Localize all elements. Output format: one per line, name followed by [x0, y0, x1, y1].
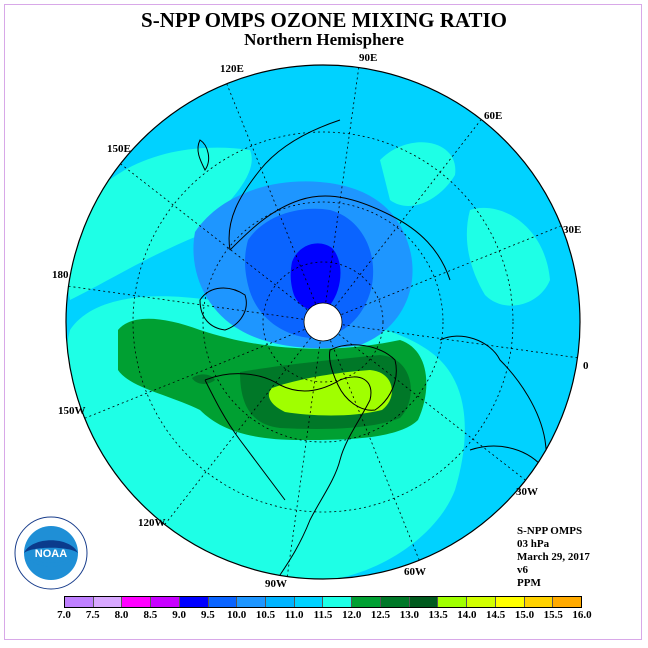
- contour-12.5: [268, 370, 392, 416]
- colorbar-swatch: [352, 597, 381, 607]
- info-instrument: S-NPP OMPS: [517, 525, 583, 537]
- lon-label-30e: 30E: [563, 224, 582, 236]
- noaa-logo: NOAA: [14, 516, 88, 590]
- colorbar-swatch: [438, 597, 468, 607]
- colorbar-swatch: [122, 597, 152, 607]
- map-boundary: [65, 64, 581, 580]
- lon-label-120e: 120E: [220, 63, 244, 75]
- noaa-logo-text: NOAA: [35, 548, 67, 560]
- contour-9.0: [290, 243, 341, 311]
- colorbar-swatch: [495, 597, 525, 607]
- graticule: [132, 131, 514, 513]
- lon-label-150e: 150E: [107, 143, 131, 155]
- colorbar-tick-label: 16.0: [572, 609, 592, 621]
- colorbar-swatch: [409, 597, 439, 607]
- lon-label-90e: 90E: [359, 52, 378, 64]
- lon-label-180: 180: [52, 269, 69, 281]
- lon-label-60w: 60W: [404, 566, 426, 578]
- info-block: S-NPP OMPS 03 hPa March 29, 2017 v6 PPM: [517, 525, 590, 590]
- lon-label-60e: 60E: [484, 110, 503, 122]
- page-frame: [4, 4, 642, 640]
- colorbar-swatch: [208, 597, 238, 607]
- colorbar-swatch: [294, 597, 324, 607]
- alaska-coast: [199, 287, 247, 331]
- japan-coast: [197, 139, 210, 171]
- colorbar-swatch: [553, 597, 581, 607]
- info-units: PPM: [517, 577, 541, 589]
- map-subtitle: Northern Hemisphere: [244, 30, 404, 49]
- colorbar-tick-label: 15.0: [514, 609, 535, 621]
- colorbar-tick-label: 8.5: [143, 609, 158, 621]
- colorbar-tick-label: 11.0: [284, 609, 304, 621]
- colorbar-swatch: [179, 597, 209, 607]
- lon-label-120w: 120W: [138, 517, 166, 529]
- north-america-coast: [204, 373, 372, 576]
- colorbar-tick-label: 13.0: [399, 609, 419, 621]
- contour-11.0-north-pacific: [66, 147, 252, 300]
- lon-label-90w: 90W: [265, 578, 287, 590]
- info-level: 03 hPa: [517, 538, 550, 550]
- colorbar-tick-label: 9.0: [172, 609, 186, 621]
- colorbar-tick-label: 12.5: [370, 609, 391, 621]
- colorbar-swatch: [237, 597, 267, 607]
- colorbar-swatch: [93, 597, 123, 607]
- greenland-coast: [329, 344, 397, 411]
- lon-label-30w: 30W: [516, 486, 538, 498]
- colorbar: [64, 596, 582, 608]
- colorbar-swatch: [524, 597, 554, 607]
- colorbar-swatch: [380, 597, 410, 607]
- colorbar-tick-label: 13.5: [428, 609, 448, 621]
- colorbar-tick-label: 8.0: [114, 609, 129, 621]
- colorbar-swatch: [323, 597, 353, 607]
- contour-12.0-west: [192, 374, 215, 384]
- colorbar-tick-label: 15.5: [543, 609, 563, 621]
- colorbar-tick-label: 12.0: [342, 609, 362, 621]
- colorbar-tick-label: 14.0: [457, 609, 477, 621]
- colorbar-tick-label: 7.0: [57, 609, 71, 621]
- colorbar-tick-label: 10.0: [227, 609, 247, 621]
- colorbar-tick-label: 14.5: [486, 609, 506, 621]
- contour-11.0-asia: [380, 142, 456, 206]
- colorbar-tick-label: 7.5: [85, 609, 100, 621]
- colorbar-ticks: 7.0 7.5 8.0 8.5 9.0 9.5 10.0 10.5 11.0 11.5 12.0 12…: [0, 609, 648, 625]
- info-date: March 29, 2017: [517, 551, 590, 563]
- pole-mask: [303, 302, 343, 342]
- colorbar-tick-label: 10.5: [255, 609, 276, 621]
- colorbar-swatch: [151, 597, 180, 607]
- contour-11.0-europe: [466, 207, 550, 306]
- colorbar-tick-label: 9.5: [201, 609, 215, 621]
- colorbar-swatch: [266, 597, 295, 607]
- map-title: S-NPP OMPS OZONE MIXING RATIO: [141, 8, 507, 32]
- colorbar-swatch: [467, 597, 496, 607]
- info-version: v6: [517, 564, 528, 576]
- colorbar-tick-label: 11.5: [313, 609, 333, 621]
- lon-label-0: 0: [583, 360, 589, 372]
- lon-label-150w: 150W: [58, 405, 86, 417]
- asia-coast: [228, 119, 451, 281]
- colorbar-swatch: [65, 597, 94, 607]
